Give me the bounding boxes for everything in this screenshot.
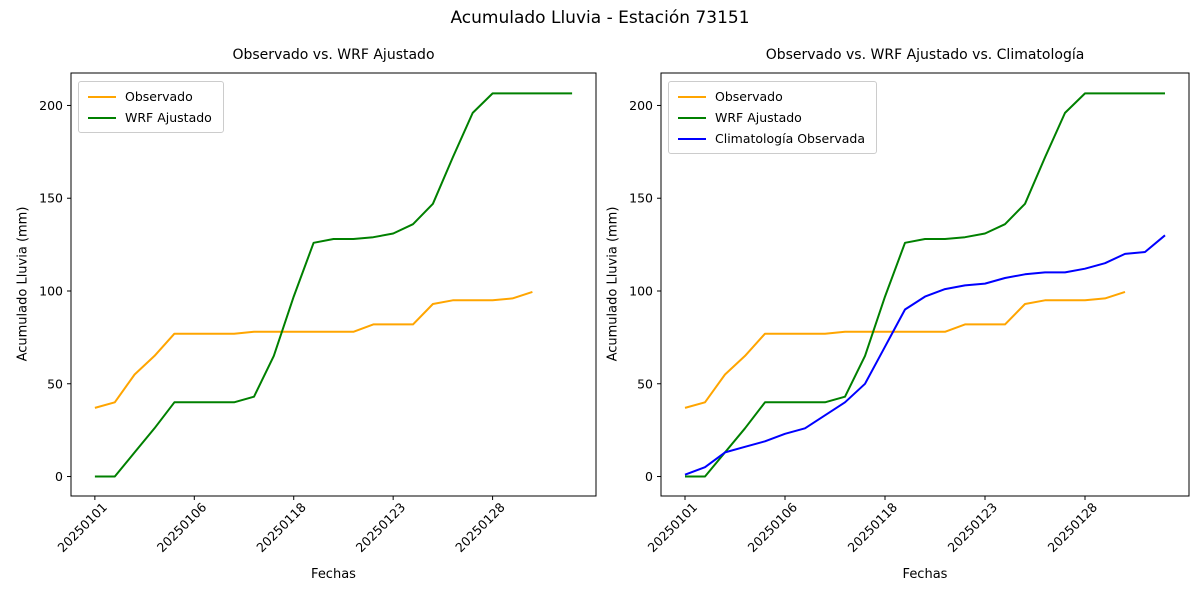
x-tick-label: 20250118	[845, 499, 901, 555]
right-legend: Observado WRF Ajustado Climatología Observ…	[668, 81, 877, 154]
left-plot-area: 0 50 100 150 200 20250101 20250106 20250118 2025…	[39, 72, 597, 556]
y-tick-label: 150	[39, 191, 63, 206]
legend-swatch	[678, 95, 706, 98]
series-line-wrf-ajustado	[685, 92, 1165, 478]
x-tick-label: 20250128	[452, 499, 508, 555]
y-tick-label: 50	[637, 376, 653, 391]
legend-entry-observado: Observado	[678, 89, 865, 104]
legend-entry-wrf-ajustado: WRF Ajustado	[678, 110, 865, 125]
right-x-axis-label: Fechas	[902, 567, 948, 582]
legend-swatch	[678, 116, 706, 119]
y-tick-label: 150	[629, 191, 653, 206]
x-tick-label: 20250123	[945, 500, 1001, 556]
x-tick-label: 20250101	[54, 500, 110, 556]
legend-label: WRF Ajustado	[715, 110, 802, 125]
right-subplot-title: Observado vs. WRF Ajustado vs. Climatolo…	[765, 47, 1085, 63]
legend-label: WRF Ajustado	[125, 110, 212, 125]
y-tick-label: 0	[55, 469, 63, 484]
y-tick-label: 200	[629, 98, 653, 113]
left-x-axis-label: Fechas	[311, 567, 356, 582]
legend-swatch	[678, 137, 706, 140]
legend-entry-climatolog-a-observada: Climatología Observada	[678, 131, 865, 146]
legend-swatch	[88, 95, 116, 98]
x-tick-label: 20250118	[253, 499, 309, 555]
y-tick-label: 100	[39, 283, 63, 298]
x-tick-label: 20250123	[353, 500, 409, 556]
y-tick-label: 0	[645, 469, 653, 484]
x-tick-label: 20250106	[154, 499, 210, 555]
figure-title: Acumulado Lluvia - Estación 73151	[450, 8, 750, 28]
left-legend: Observado WRF Ajustado	[78, 81, 224, 133]
legend-label: Observado	[715, 89, 783, 104]
y-tick-label: 200	[39, 98, 63, 113]
legend-entry-wrf-ajustado: WRF Ajustado	[88, 110, 212, 125]
left-subplot-title: Observado vs. WRF Ajustado	[232, 47, 435, 63]
legend-label: Climatología Observada	[715, 131, 865, 146]
x-tick-label: 20250106	[745, 499, 801, 555]
axes-border	[660, 72, 1190, 497]
series-line-observado	[94, 290, 533, 409]
legend-swatch	[88, 116, 116, 119]
x-tick-label: 20250101	[645, 500, 701, 556]
axes-border	[70, 72, 597, 497]
y-tick-label: 100	[629, 283, 653, 298]
series-line-climatolog-a-observada	[684, 234, 1166, 476]
y-tick-label: 50	[47, 376, 63, 391]
series-line-observado	[684, 290, 1126, 409]
legend-entry-observado: Observado	[88, 89, 212, 104]
right-y-axis-label: Acumulado Lluvia (mm)	[605, 206, 621, 362]
x-tick-label: 20250128	[1045, 499, 1101, 555]
legend-label: Observado	[125, 89, 193, 104]
series-line-wrf-ajustado	[94, 92, 573, 478]
left-y-axis-label: Acumulado Lluvia (mm)	[15, 206, 31, 362]
